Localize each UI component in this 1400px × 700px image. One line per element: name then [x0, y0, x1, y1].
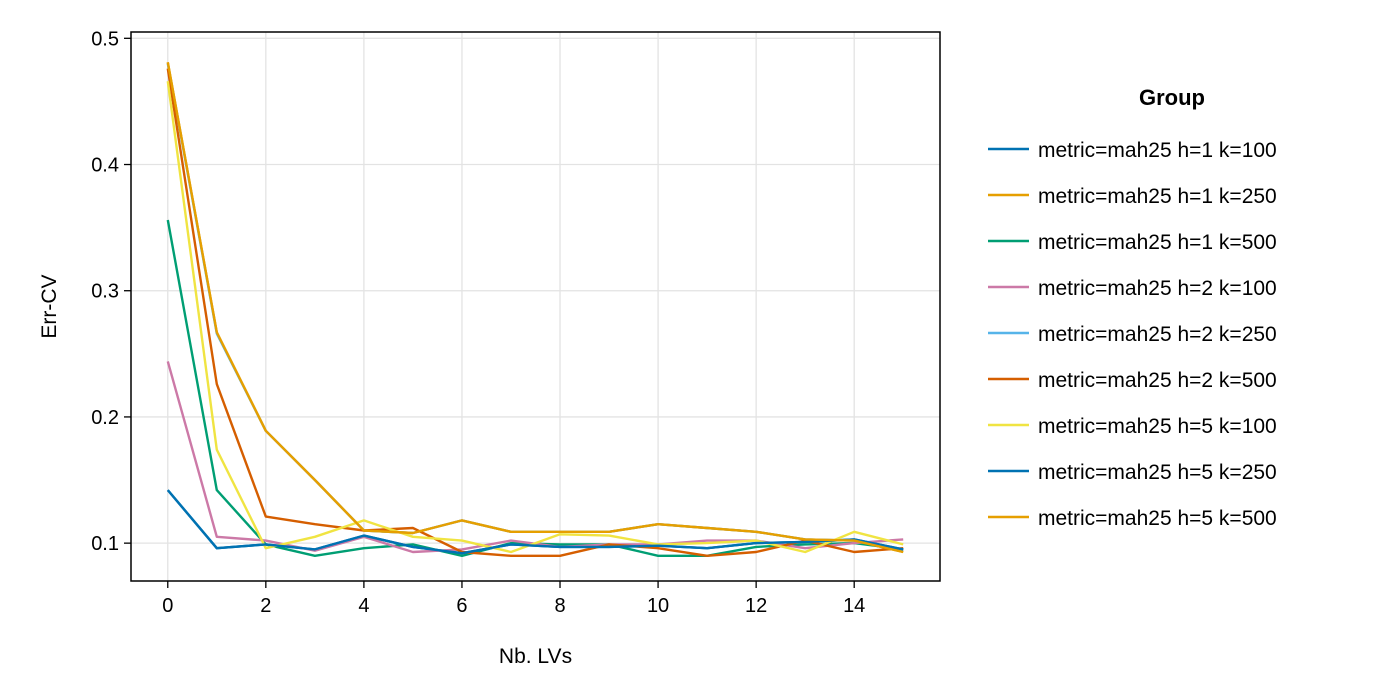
legend-item: metric=mah25 h=5 k=250	[988, 461, 1277, 484]
legend-label: metric=mah25 h=1 k=250	[1038, 185, 1277, 208]
ticks: 0 2 4 6 8 10 12 14 0.1 0.2 0.3 0.4 0.5	[91, 28, 865, 617]
legend-label: metric=mah25 h=5 k=250	[1038, 461, 1277, 484]
legend-label: metric=mah25 h=1 k=100	[1038, 139, 1277, 162]
legend-item: metric=mah25 h=1 k=250	[988, 185, 1277, 208]
legend-item: metric=mah25 h=2 k=100	[988, 277, 1277, 300]
series-line	[166, 81, 904, 554]
legend-label: metric=mah25 h=2 k=500	[1038, 369, 1277, 392]
legend-item: metric=mah25 h=1 k=500	[988, 231, 1277, 254]
legend: Group metric=mah25 h=1 k=100 metric=mah25…	[988, 85, 1277, 530]
legend-item: metric=mah25 h=5 k=500	[988, 507, 1277, 530]
plot-frame	[130, 31, 941, 582]
legend-item: metric=mah25 h=1 k=100	[988, 139, 1277, 162]
legend-label: metric=mah25 h=5 k=100	[1038, 415, 1277, 438]
y-tick-label: 0.3	[91, 281, 119, 303]
x-tick-label: 4	[358, 595, 369, 617]
y-tick-label: 0.5	[91, 28, 119, 50]
legend-label: metric=mah25 h=2 k=250	[1038, 323, 1277, 346]
series-line	[166, 489, 904, 555]
legend-label: metric=mah25 h=1 k=500	[1038, 231, 1277, 254]
y-tick-label: 0.2	[91, 407, 119, 429]
legend-item: metric=mah25 h=5 k=100	[988, 415, 1277, 438]
x-tick-label: 0	[162, 595, 173, 617]
legend-label: metric=mah25 h=2 k=100	[1038, 277, 1277, 300]
legend-item: metric=mah25 h=2 k=500	[988, 369, 1277, 392]
x-axis-title: Nb. LVs	[499, 645, 572, 668]
y-tick-label: 0.4	[91, 155, 119, 177]
series-layer	[166, 62, 904, 557]
x-tick-label: 10	[647, 595, 669, 617]
x-tick-label: 14	[843, 595, 865, 617]
x-tick-label: 6	[456, 595, 467, 617]
x-tick-label: 8	[554, 595, 565, 617]
legend-label: metric=mah25 h=5 k=500	[1038, 507, 1277, 530]
legend-title: Group	[1139, 85, 1205, 110]
x-tick-label: 12	[745, 595, 767, 617]
y-axis-title: Err-CV	[38, 274, 61, 338]
series-line	[166, 62, 904, 554]
y-tick-label: 0.1	[91, 533, 119, 555]
legend-item: metric=mah25 h=2 k=250	[988, 323, 1277, 346]
x-tick-label: 2	[260, 595, 271, 617]
